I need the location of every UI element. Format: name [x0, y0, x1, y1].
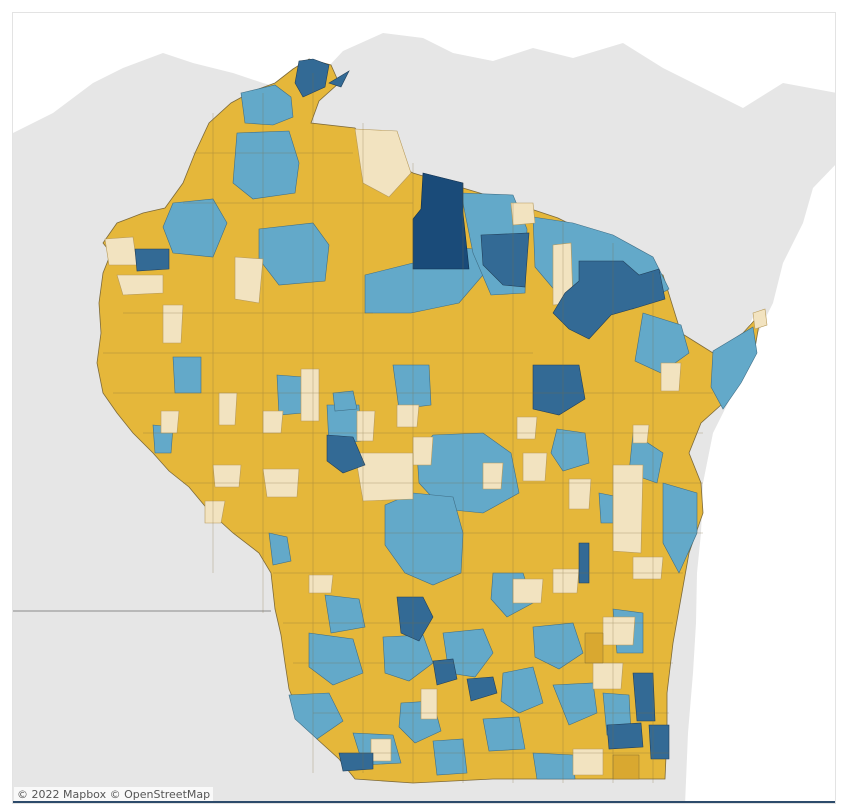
district	[332, 390, 358, 412]
district	[550, 428, 590, 472]
district	[482, 462, 504, 490]
tier-1-regions	[104, 128, 768, 776]
district	[632, 556, 664, 580]
district	[648, 724, 670, 760]
district	[552, 260, 666, 340]
district	[482, 716, 526, 752]
district	[300, 368, 320, 422]
district	[356, 410, 376, 442]
district	[370, 738, 392, 762]
district	[162, 304, 184, 344]
district	[532, 752, 576, 780]
district	[232, 130, 300, 200]
district	[240, 84, 294, 126]
district	[552, 568, 580, 594]
district	[602, 616, 636, 646]
district	[328, 70, 350, 88]
district	[204, 500, 226, 524]
district	[578, 542, 590, 584]
district	[324, 594, 366, 634]
district	[532, 364, 586, 416]
district	[420, 688, 438, 720]
map-canvas[interactable]	[13, 13, 836, 804]
district	[612, 754, 640, 780]
district	[592, 662, 624, 690]
district	[412, 436, 434, 466]
district	[466, 676, 498, 702]
tier-4-regions	[134, 58, 670, 772]
district	[396, 404, 420, 428]
district	[276, 374, 304, 416]
district	[572, 748, 604, 776]
district	[218, 392, 238, 426]
district	[172, 356, 202, 394]
district	[354, 128, 412, 198]
district	[606, 722, 644, 750]
lake-michigan	[685, 165, 835, 803]
district	[432, 738, 468, 776]
district	[116, 274, 164, 296]
map-view[interactable]: © 2022 Mapbox © OpenStreetMap	[12, 12, 836, 804]
district	[512, 578, 544, 604]
district	[568, 478, 592, 510]
district	[510, 202, 536, 226]
district	[632, 672, 656, 722]
bottom-rule	[13, 801, 835, 803]
district	[480, 232, 530, 288]
district	[268, 532, 292, 566]
district	[584, 632, 604, 664]
district	[522, 452, 548, 482]
district	[612, 464, 644, 554]
district	[288, 692, 344, 740]
map-attribution[interactable]: © 2022 Mapbox © OpenStreetMap	[14, 787, 214, 802]
district	[632, 424, 650, 444]
district	[432, 658, 458, 686]
district	[752, 308, 768, 330]
district	[500, 666, 544, 714]
district	[104, 236, 138, 266]
district	[294, 58, 330, 98]
district	[710, 326, 758, 410]
district-borders	[103, 73, 713, 783]
district	[160, 410, 180, 434]
district	[354, 452, 414, 502]
district	[392, 364, 432, 410]
district	[532, 622, 584, 670]
lake-superior	[13, 13, 835, 133]
district	[338, 752, 374, 772]
district	[234, 256, 264, 304]
district	[396, 596, 434, 642]
tier-2-accents	[584, 632, 640, 780]
district	[134, 248, 170, 272]
district	[212, 464, 242, 488]
district	[308, 574, 334, 594]
district	[660, 362, 682, 392]
district	[308, 632, 364, 686]
district	[326, 434, 366, 474]
district	[262, 410, 284, 434]
district	[516, 416, 538, 440]
